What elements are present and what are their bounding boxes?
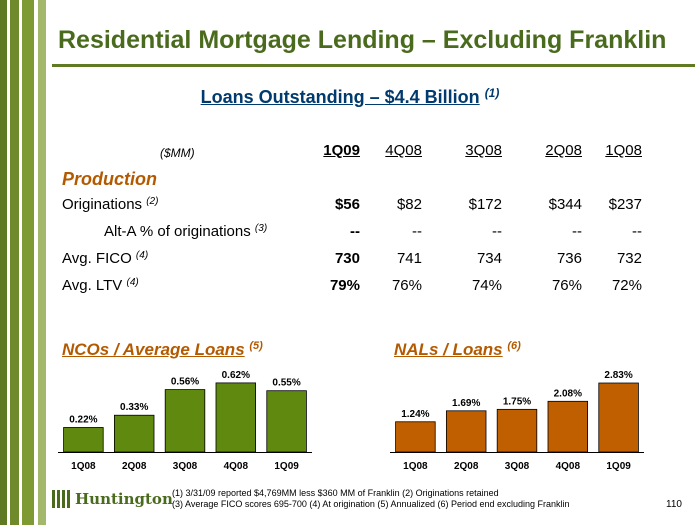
footnotes: (1) 3/31/09 reported $4,769MM less $360 … bbox=[172, 488, 570, 510]
table-cell: 74% bbox=[471, 277, 502, 294]
row-note: (3) bbox=[254, 223, 268, 234]
x-tick-label: 4Q08 bbox=[224, 461, 249, 472]
table-cell: -- bbox=[572, 223, 582, 240]
ncos-bar-chart: 0.22% 1Q08 0.33% 2Q08 0.56% 3Q08 0.62% 4Q08 0.55… bbox=[58, 370, 312, 472]
data-label: 1.75% bbox=[503, 396, 531, 407]
row-note: (2) bbox=[146, 196, 159, 207]
loans-outstanding-subtitle: Loans Outstanding – $4.4 Billion (1) bbox=[0, 86, 700, 108]
section-heading-production: Production bbox=[62, 169, 157, 189]
table-cell: 72% bbox=[611, 277, 642, 294]
production-table: ($MM) 1Q09 4Q08 3Q08 2Q08 1Q08 Productio… bbox=[62, 142, 642, 304]
row-note: (4) bbox=[126, 277, 139, 288]
table-cell: 736 bbox=[556, 250, 582, 267]
table-cell: 730 bbox=[334, 250, 360, 267]
bar bbox=[164, 389, 206, 453]
table-cell: 79% bbox=[329, 277, 360, 294]
table-cell: 741 bbox=[396, 250, 422, 267]
title-divider bbox=[52, 64, 695, 67]
table-cell: $237 bbox=[608, 196, 642, 213]
table-cell: -- bbox=[350, 223, 360, 240]
table-cell: 734 bbox=[476, 250, 502, 267]
subtitle-note: (1) bbox=[484, 86, 500, 100]
x-tick-label: 3Q08 bbox=[173, 461, 198, 472]
nals-title-note: (6) bbox=[507, 340, 521, 352]
x-tick-label: 1Q09 bbox=[274, 461, 299, 472]
table-cell: $344 bbox=[548, 196, 582, 213]
logo-mark-icon bbox=[52, 490, 70, 508]
bar bbox=[496, 408, 538, 453]
data-label: 0.22% bbox=[69, 414, 97, 425]
column-header: 1Q09 bbox=[323, 142, 360, 159]
page-title: Residential Mortgage Lending – Excluding… bbox=[58, 26, 667, 54]
data-label: 0.33% bbox=[120, 402, 148, 413]
column-header: 2Q08 bbox=[545, 142, 582, 159]
data-label: 1.69% bbox=[452, 398, 480, 409]
x-tick-label: 2Q08 bbox=[122, 461, 147, 472]
table-header-row: ($MM) 1Q09 4Q08 3Q08 2Q08 1Q08 bbox=[62, 142, 642, 169]
data-label: 0.56% bbox=[171, 377, 199, 388]
table-cell: $82 bbox=[396, 196, 422, 213]
x-tick-label: 1Q09 bbox=[606, 461, 631, 472]
bar bbox=[395, 421, 436, 453]
bar bbox=[445, 410, 487, 453]
table-cell: 732 bbox=[616, 250, 642, 267]
x-tick-label: 1Q08 bbox=[403, 461, 428, 472]
table-row: Avg. FICO (4) 730 741 734 736 732 bbox=[62, 250, 642, 277]
x-tick-label: 3Q08 bbox=[505, 461, 530, 472]
bar bbox=[598, 382, 639, 453]
unit-label: ($MM) bbox=[160, 146, 195, 160]
data-label: 0.55% bbox=[272, 378, 300, 389]
column-header: 1Q08 bbox=[605, 142, 642, 159]
row-label: Alt-A % of originations (3) bbox=[104, 223, 267, 240]
table-cell: $172 bbox=[468, 196, 502, 213]
bar bbox=[547, 400, 589, 453]
table-cell: -- bbox=[412, 223, 422, 240]
huntington-logo: Huntington bbox=[52, 490, 173, 508]
bar bbox=[63, 427, 104, 453]
ncos-chart-title: NCOs / Average Loans (5) bbox=[62, 340, 263, 360]
table-cell: $56 bbox=[334, 196, 360, 213]
row-note: (4) bbox=[135, 250, 149, 261]
data-label: 2.83% bbox=[604, 370, 632, 381]
table-cell: -- bbox=[492, 223, 502, 240]
table-cell: 76% bbox=[551, 277, 582, 294]
footnote-line: (1) 3/31/09 reported $4,769MM less $360 … bbox=[172, 488, 499, 498]
row-label: Avg. LTV (4) bbox=[62, 277, 139, 294]
page-number: 110 bbox=[666, 499, 682, 510]
row-label-text: Alt-A % of originations bbox=[104, 223, 251, 240]
column-header: 3Q08 bbox=[465, 142, 502, 159]
table-row: Originations (2) $56 $82 $172 $344 $237 bbox=[62, 196, 642, 223]
ncos-title-text: NCOs / Average Loans bbox=[62, 340, 245, 359]
footnote-line: (3) Average FICO scores 695-700 (4) At o… bbox=[172, 499, 570, 509]
bar bbox=[266, 390, 307, 453]
row-label-text: Avg. FICO bbox=[62, 250, 132, 267]
row-label-text: Originations bbox=[62, 196, 143, 213]
nals-bar-chart: 1.24% 1Q08 1.69% 2Q08 1.75% 3Q08 2.08% 4Q08 2.83… bbox=[390, 370, 644, 472]
table-cell: 76% bbox=[391, 277, 422, 294]
data-label: 2.08% bbox=[554, 388, 582, 399]
data-label: 0.62% bbox=[222, 370, 250, 381]
logo-wordmark: Huntington bbox=[75, 490, 173, 508]
x-tick-label: 2Q08 bbox=[454, 461, 479, 472]
bar bbox=[113, 414, 155, 453]
subtitle-text: Loans Outstanding – $4.4 Billion bbox=[200, 87, 480, 107]
column-header: 4Q08 bbox=[385, 142, 422, 159]
ncos-title-note: (5) bbox=[249, 340, 263, 352]
table-row: Avg. LTV (4) 79% 76% 74% 76% 72% bbox=[62, 277, 642, 304]
decorative-stripes bbox=[0, 0, 46, 525]
x-tick-label: 4Q08 bbox=[556, 461, 581, 472]
row-label: Originations (2) bbox=[62, 196, 158, 213]
x-tick-label: 1Q08 bbox=[71, 461, 96, 472]
table-row: Alt-A % of originations (3) -- -- -- -- … bbox=[62, 223, 642, 250]
data-label: 1.24% bbox=[401, 409, 429, 420]
nals-chart-title: NALs / Loans (6) bbox=[394, 340, 521, 360]
bar bbox=[215, 382, 257, 453]
section-row: Production bbox=[62, 169, 642, 196]
row-label: Avg. FICO (4) bbox=[62, 250, 148, 267]
nals-title-text: NALs / Loans bbox=[394, 340, 503, 359]
table-cell: -- bbox=[632, 223, 642, 240]
row-label-text: Avg. LTV bbox=[62, 277, 123, 294]
